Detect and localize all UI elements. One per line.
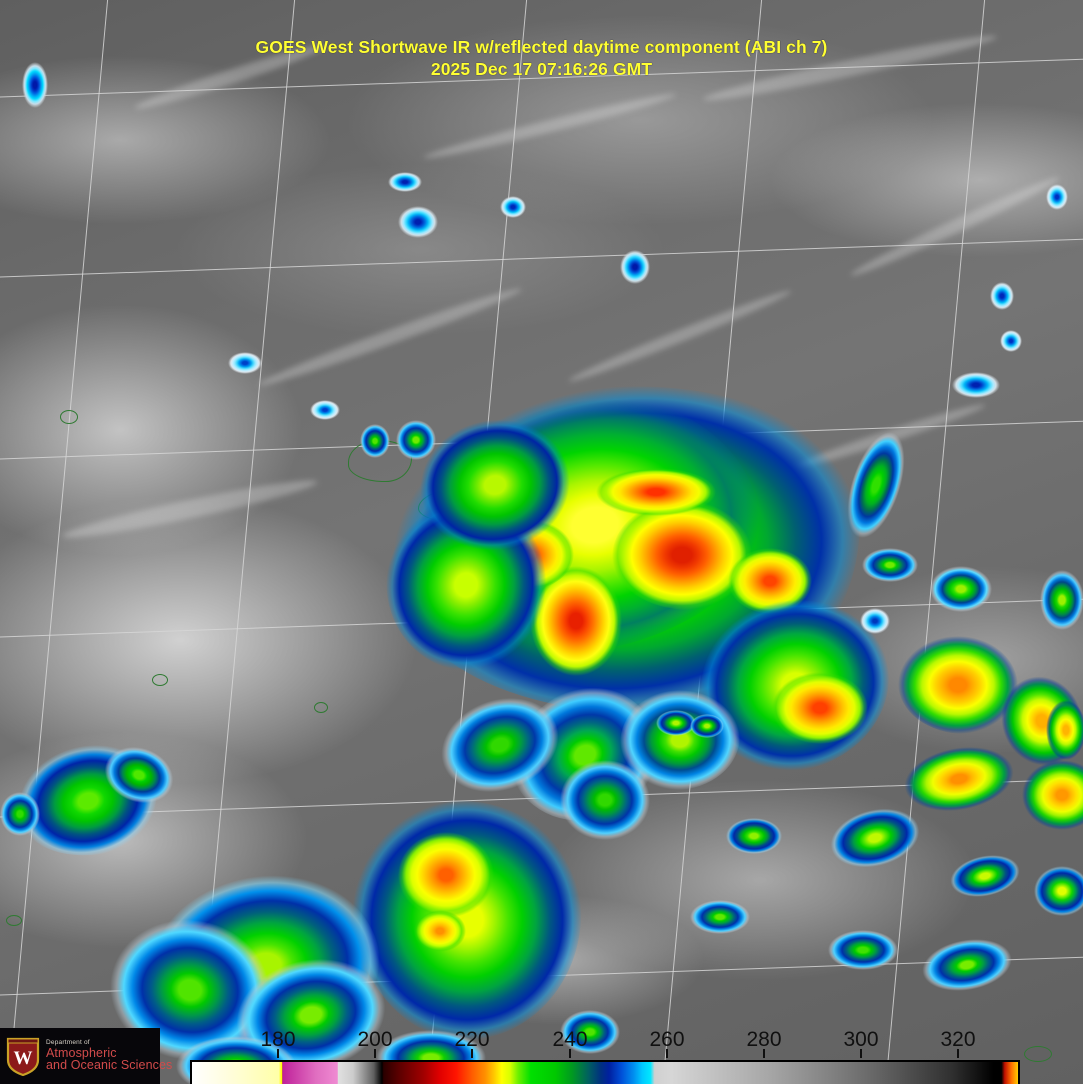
convective-cell — [1000, 330, 1022, 352]
logo-text: Department of Atmospheric and Oceanic Sc… — [46, 1038, 173, 1073]
convective-cell — [620, 250, 650, 284]
convective-cell — [310, 400, 340, 420]
convective-core — [612, 500, 752, 610]
uw-crest-icon: W — [6, 1036, 40, 1077]
convective-cell — [360, 424, 390, 458]
convective-cell — [690, 900, 750, 934]
coastline-island — [1024, 1046, 1052, 1062]
convective-cell — [1046, 184, 1068, 210]
convective-cell — [726, 818, 782, 854]
convective-cell — [398, 206, 438, 238]
logo-line-1: Atmospheric — [46, 1045, 117, 1060]
convective-cell — [228, 352, 262, 374]
convective-cell — [0, 792, 40, 836]
coastline-island — [6, 915, 22, 926]
colorbar-gradient — [192, 1062, 1018, 1084]
convective-cell — [860, 608, 890, 634]
coastline-island — [152, 674, 168, 686]
colorbar-tick-label: 220 — [454, 1028, 490, 1051]
convective-cell — [862, 548, 918, 582]
colorbar-panel: 180 200 220 240 260 280 300 320 — [0, 1024, 1083, 1084]
title-line-1: GOES West Shortwave IR w/reflected dayti… — [255, 37, 828, 57]
convective-filament — [560, 760, 650, 840]
colorbar-tick-label: 320 — [940, 1028, 976, 1051]
convective-cell — [690, 714, 724, 738]
convective-core — [398, 832, 494, 918]
colorbar-tick-mark — [471, 1049, 473, 1058]
convective-cell — [952, 372, 1000, 398]
convective-cell — [560, 1010, 620, 1054]
title-line-2: 2025 Dec 17 07:16:26 GMT — [430, 59, 653, 79]
logo-line-2: and Oceanic Sciences — [46, 1058, 173, 1073]
convective-cell — [656, 710, 696, 736]
colorbar-tick-label: 260 — [649, 1028, 685, 1051]
colorbar-tick-mark — [860, 1049, 862, 1058]
colorbar-tick-mark — [277, 1049, 279, 1058]
convective-cell — [1022, 760, 1083, 830]
convective-filament — [620, 690, 740, 790]
convective-cell — [990, 282, 1014, 310]
convective-core — [596, 468, 716, 516]
convective-core — [772, 672, 868, 744]
uw-aos-logo: W Department of Atmospheric and Oceanic … — [0, 1028, 172, 1084]
convective-cell — [1040, 570, 1083, 630]
convective-cell — [396, 420, 436, 460]
colorbar-tick-label: 300 — [843, 1028, 879, 1051]
convective-cell — [500, 196, 526, 218]
colorbar-tick-mark — [763, 1049, 765, 1058]
colorbar-tick-mark — [666, 1049, 668, 1058]
image-title: GOES West Shortwave IR w/reflected dayti… — [0, 36, 1083, 80]
colorbar-tick-labels: 180 200 220 240 260 280 300 320 — [0, 1024, 1083, 1058]
colorbar-tick-mark — [374, 1049, 376, 1058]
colorbar-tick-label: 180 — [260, 1028, 296, 1051]
convective-core — [414, 910, 466, 952]
colorbar-tick-mark — [957, 1049, 959, 1058]
convective-cell — [930, 566, 992, 612]
convective-cell — [828, 930, 898, 970]
colorbar-tick-mark — [569, 1049, 571, 1058]
logo-department-prefix: Department of — [46, 1038, 90, 1046]
convective-cell — [22, 62, 48, 108]
convective-cell — [1034, 866, 1083, 916]
colorbar-tick-label: 240 — [552, 1028, 588, 1051]
colorbar-tick-label: 280 — [746, 1028, 782, 1051]
colorbar-tick-label: 200 — [357, 1028, 393, 1051]
coastline-island — [314, 702, 328, 713]
convective-cell — [388, 172, 422, 192]
shield-letter: W — [14, 1048, 33, 1069]
convective-cell — [1046, 700, 1083, 760]
colorbar — [190, 1060, 1020, 1084]
coastline-island — [60, 410, 78, 424]
convective-cell — [898, 636, 1018, 734]
